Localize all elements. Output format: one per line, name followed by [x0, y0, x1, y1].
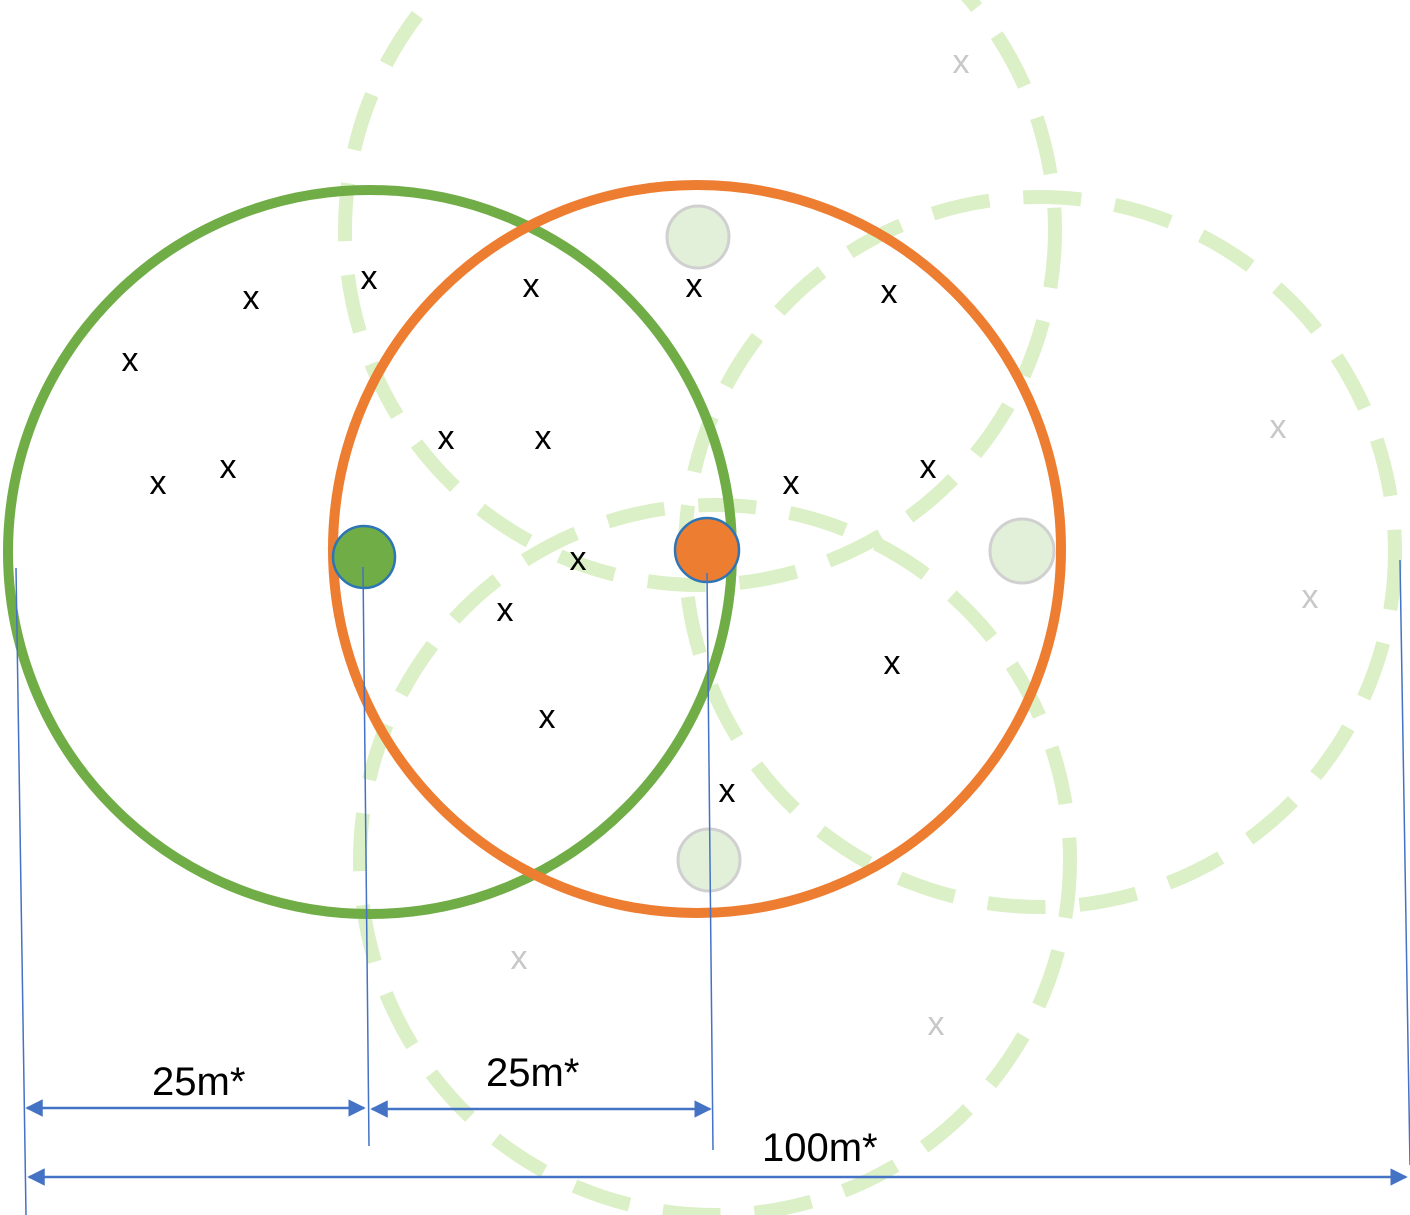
tree-mark: x: [523, 267, 540, 305]
tree-mark-faded: x: [511, 939, 528, 977]
tree-mark-faded: x: [953, 43, 970, 81]
dimension-label-middle: 25m*: [486, 1051, 579, 1095]
guide-line-left: [15, 567, 27, 1215]
ghost-center-right: [988, 517, 1056, 585]
tree-mark-faded: x: [1270, 408, 1287, 446]
green-plot-center: [331, 524, 397, 590]
guide-lines: [15, 559, 1410, 1215]
tree-mark: x: [220, 448, 237, 486]
tree-mark: x: [884, 644, 901, 682]
tree-mark: x: [243, 279, 260, 317]
tree-mark: x: [438, 419, 455, 457]
dimension-label-left: 25m*: [152, 1060, 245, 1104]
tree-mark: x: [686, 267, 703, 305]
ghost-circle-top: [338, 0, 1062, 592]
tree-mark-faded: x: [928, 1005, 945, 1043]
tree-mark: x: [150, 464, 167, 502]
tree-mark: x: [570, 540, 587, 578]
ghost-center-bottom: [676, 827, 742, 893]
tree-marks-light: x x x x x: [511, 43, 1319, 1043]
orange-plot-center: [673, 516, 741, 584]
guide-line-orange-center: [706, 572, 714, 1151]
tree-marks-dark: x x x x x x x x x x x x x x x x x: [122, 259, 937, 810]
guide-line-right: [1399, 559, 1410, 1166]
guide-line-green-center: [362, 566, 370, 1147]
dimension-arrows: [25, 1099, 1408, 1186]
tree-mark: x: [783, 464, 800, 502]
dimension-label-full: 100m*: [762, 1126, 878, 1170]
tree-mark: x: [361, 259, 378, 297]
tree-mark: x: [535, 419, 552, 457]
ghost-circle-bottom: [353, 498, 1077, 1215]
ghost-plot-centers: [665, 204, 1056, 893]
tree-mark: x: [719, 772, 736, 810]
tree-mark: x: [920, 448, 937, 486]
tree-mark: x: [539, 698, 556, 736]
tree-mark-faded: x: [1302, 578, 1319, 616]
ghost-center-top: [665, 204, 731, 270]
tree-mark: x: [497, 591, 514, 629]
tree-mark: x: [881, 273, 898, 311]
tree-mark: x: [122, 341, 139, 379]
